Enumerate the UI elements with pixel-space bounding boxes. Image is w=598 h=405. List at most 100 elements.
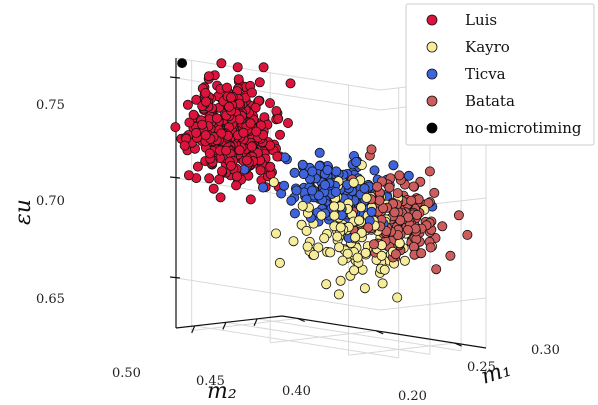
point-kayro: [337, 255, 348, 266]
point-kayro: [342, 248, 353, 259]
point-ticva: [286, 195, 297, 206]
point-kayro: [332, 231, 343, 242]
point-kayro: [392, 292, 403, 303]
point-luis: [233, 74, 244, 85]
point-ticva: [297, 159, 308, 170]
y-tick-labels: 0.50 0.45 0.40: [112, 366, 311, 399]
point-batata: [366, 144, 377, 155]
point-batata: [372, 181, 383, 192]
point-batata: [363, 222, 374, 233]
z-axis-label: εu: [11, 199, 36, 225]
point-batata: [368, 239, 379, 250]
point-ticva: [314, 147, 325, 158]
point-kayro: [350, 232, 361, 243]
point-luis: [191, 127, 202, 138]
point-ticva: [388, 160, 399, 171]
grid-left-z-0: [175, 277, 381, 311]
grid-floor-y-2: [257, 318, 462, 352]
point-kayro: [268, 177, 279, 188]
point-ticva: [298, 169, 309, 180]
point-luis: [183, 170, 194, 181]
point-ticva: [291, 185, 302, 196]
point-luis: [184, 117, 195, 128]
z-tick-labels: 0.75 0.70 0.65: [36, 98, 65, 307]
point-kayro: [349, 265, 360, 276]
point-luis: [203, 71, 214, 82]
point-kayro: [301, 225, 312, 236]
point-luis: [231, 171, 242, 182]
x-tick-label-0.25: 0.25: [467, 360, 496, 375]
point-kayro: [329, 210, 340, 221]
point-batata: [394, 170, 405, 181]
point-luis: [254, 77, 265, 88]
point-luis: [211, 113, 222, 124]
point-kayro: [359, 283, 370, 294]
point-kayro: [394, 238, 405, 249]
point-batata: [462, 229, 473, 240]
legend-label-ticva: Ticva: [465, 65, 506, 83]
point-kayro: [319, 233, 330, 244]
point-ticva: [279, 180, 290, 191]
point-batata: [384, 182, 395, 193]
point-kayro: [354, 215, 365, 226]
point-luis: [246, 87, 257, 98]
point-kayro: [329, 201, 340, 212]
legend-marker-kayro: [426, 41, 438, 53]
point-batata: [429, 187, 440, 198]
legend-label-batata: Batata: [465, 92, 515, 110]
grid-floor-y-1: [225, 321, 430, 355]
point-kayro: [335, 222, 346, 233]
point-luis: [208, 183, 219, 194]
point-luis: [282, 118, 293, 129]
point-batata: [431, 264, 442, 275]
grid-back-z-0: [379, 297, 487, 311]
point-kayro: [379, 264, 390, 275]
point-luis: [265, 161, 276, 172]
legend-marker-ticva: [426, 68, 438, 80]
point-luis: [224, 101, 235, 112]
x-tick-1: [375, 330, 384, 335]
x-tick-labels: 0.20 0.25 0.30: [398, 343, 560, 404]
point-ticva: [322, 164, 333, 175]
point-batata: [389, 207, 400, 218]
point-luis: [200, 96, 211, 107]
point-luis: [216, 166, 227, 177]
point-kayro: [356, 202, 367, 213]
point-kayro: [308, 249, 319, 260]
point-luis: [221, 145, 232, 156]
y-tick-label-0.50: 0.50: [112, 366, 141, 381]
z-tick-2: [169, 76, 181, 79]
point-kayro: [399, 255, 410, 266]
point-luis: [226, 160, 237, 171]
point-luis: [274, 129, 285, 140]
x-tick-label-0.30: 0.30: [531, 343, 560, 358]
point-ticva: [366, 206, 377, 217]
point-luis: [197, 119, 208, 130]
point-kayro: [288, 236, 299, 247]
z-tick-label-0.70: 0.70: [36, 194, 65, 209]
point-batata: [408, 181, 419, 192]
point-kayro: [333, 289, 344, 300]
point-luis: [246, 141, 257, 152]
point-luis: [170, 122, 181, 133]
point-luis: [182, 99, 193, 110]
legend-marker-luis: [426, 14, 438, 26]
point-luis: [179, 140, 190, 151]
point-kayro: [270, 228, 281, 239]
x-tick-0: [297, 317, 305, 323]
point-kayro: [376, 250, 387, 261]
z-tick-label-0.65: 0.65: [36, 292, 65, 307]
point-luis: [215, 192, 226, 203]
point-kayro: [302, 241, 313, 252]
point-batata: [425, 242, 436, 253]
point-luis: [192, 161, 203, 172]
point-ticva: [307, 166, 318, 177]
point-kayro: [334, 242, 345, 253]
point-kayro: [377, 278, 388, 289]
point-ticva: [331, 166, 342, 177]
legend-label-luis: Luis: [465, 11, 497, 29]
point-ticva: [313, 190, 324, 201]
point-ticva: [289, 208, 300, 219]
point-luis: [238, 127, 249, 138]
